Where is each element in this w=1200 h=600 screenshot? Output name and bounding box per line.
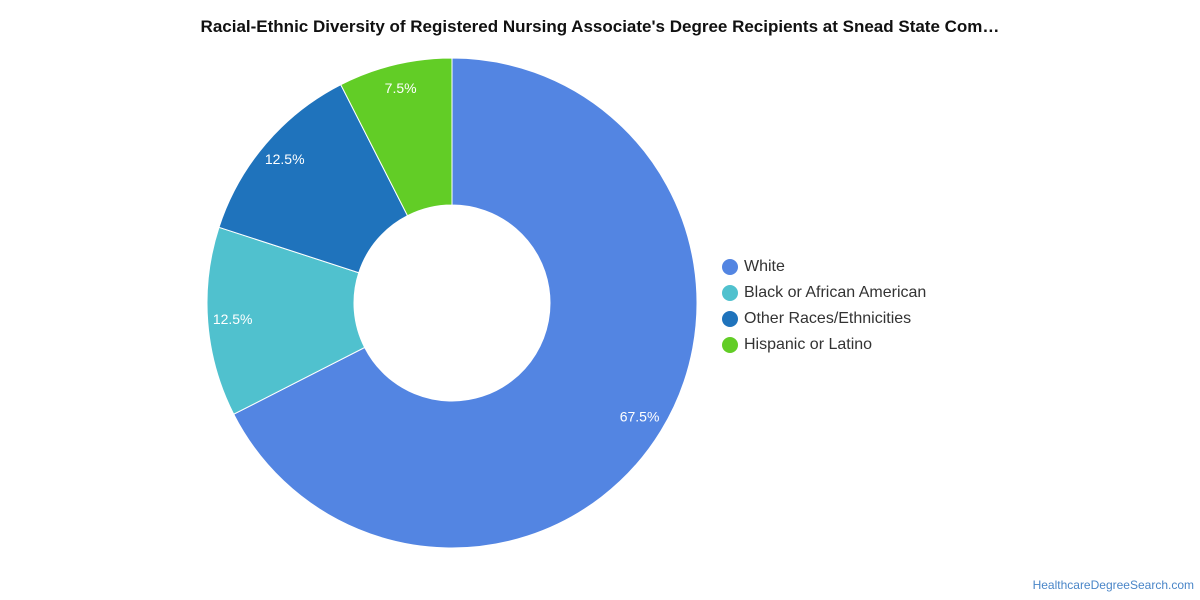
legend-label: Black or African American xyxy=(744,284,927,301)
donut-slice-other-races-ethnicities[interactable] xyxy=(218,84,409,274)
slice-label: 12.5% xyxy=(265,151,305,167)
legend-label: White xyxy=(744,258,785,275)
legend-swatch xyxy=(722,311,738,327)
donut-slice-hispanic-or-latino[interactable] xyxy=(340,57,453,217)
source-credit-link[interactable]: HealthcareDegreeSearch.com xyxy=(1032,578,1194,592)
legend-item[interactable]: Hispanic or Latino xyxy=(722,332,926,358)
slice-label: 7.5% xyxy=(385,80,417,96)
slice-label: 67.5% xyxy=(620,409,660,425)
legend-swatch xyxy=(722,337,738,353)
legend-item[interactable]: White xyxy=(722,254,926,280)
donut-slice-black-or-african-american[interactable] xyxy=(206,226,366,415)
legend-item[interactable]: Black or African American xyxy=(722,280,926,306)
legend-swatch xyxy=(722,259,738,275)
chart-title: Racial-Ethnic Diversity of Registered Nu… xyxy=(200,17,1000,36)
legend-label: Other Races/Ethnicities xyxy=(744,310,912,327)
legend-swatch xyxy=(722,285,738,301)
slice-label: 12.5% xyxy=(213,311,253,327)
chart-legend: White Black or African American Other Race… xyxy=(722,254,926,358)
legend-item[interactable]: Other Races/Ethnicities xyxy=(722,306,926,332)
legend-label: Hispanic or Latino xyxy=(744,336,873,353)
donut-slice-white[interactable] xyxy=(233,57,698,549)
